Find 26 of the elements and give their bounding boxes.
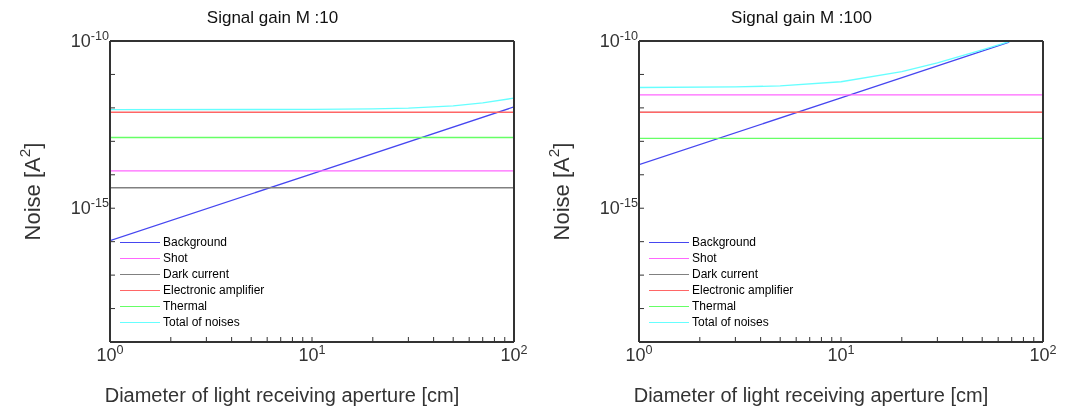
legend-label: Shot — [692, 250, 717, 266]
legend-label: Dark current — [163, 266, 230, 282]
y-tick-label: 10$^{-15}$ — [70, 196, 109, 219]
chart-title: Signal gain M :10 — [205, 8, 340, 29]
legend-label: Shot — [163, 250, 188, 266]
legend-label: Background — [163, 234, 228, 250]
x-axis-title: Diameter of light receiving aperture [cm] — [104, 384, 460, 406]
x-tick-label: 10$^{0}$ — [96, 343, 124, 365]
legend-label: Electronic amplifier — [163, 282, 265, 298]
legend-label: Total of noises — [692, 314, 769, 330]
legend-label: Thermal — [692, 298, 737, 314]
legend-label: Electronic amplifier — [692, 282, 794, 298]
x-tick-label: 10$^{1}$ — [827, 343, 855, 365]
legend-label: Total of noises — [163, 314, 240, 330]
legend-label: Thermal — [163, 298, 208, 314]
legend-label: Dark current — [692, 266, 759, 282]
legend-label: Background — [692, 234, 757, 250]
y-tick-label: 10$^{-15}$ — [599, 196, 638, 219]
x-tick-label: 10$^{2}$ — [500, 343, 528, 365]
y-tick-label: 10$^{-10}$ — [70, 29, 109, 51]
x-tick-label: 10$^{2}$ — [1029, 343, 1057, 365]
y-tick-label: 10$^{-10}$ — [599, 29, 638, 51]
x-tick-label: 10$^{1}$ — [298, 343, 326, 365]
chart-title: Signal gain M :100 — [730, 8, 873, 29]
x-tick-label: 10$^{0}$ — [625, 343, 653, 365]
x-axis-title: Diameter of light receiving aperture [cm] — [633, 384, 989, 406]
